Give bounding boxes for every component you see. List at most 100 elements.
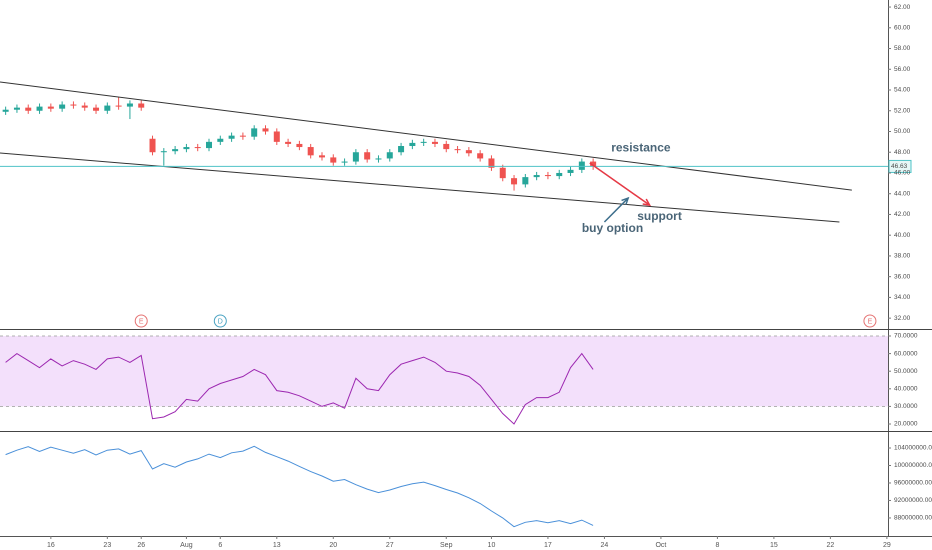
candle-body: [194, 147, 201, 149]
event-label: E: [868, 318, 873, 325]
y-tick-label: 54.00: [894, 87, 911, 94]
candle-body: [375, 158, 382, 160]
candle-body: [477, 153, 484, 159]
candle-body: [273, 131, 280, 142]
x-tick-label: 27: [386, 542, 394, 549]
candle-body: [533, 175, 540, 178]
candle-body: [318, 155, 325, 158]
y-tick-label: 44.00: [894, 190, 911, 197]
x-tick-label: 17: [544, 542, 552, 549]
y-tick-label: 58.00: [894, 45, 911, 52]
trendline: [0, 152, 840, 223]
y-tick-label: 104000000.0000: [894, 445, 932, 452]
annotation: support: [637, 209, 682, 223]
x-tick-label: Sep: [440, 542, 453, 549]
candle-body: [239, 135, 246, 137]
x-tick-label: 20: [329, 542, 337, 549]
x-tick-label: Aug: [180, 542, 193, 549]
indicator-line: [5, 445, 594, 528]
candle-body: [590, 161, 597, 167]
candle-body: [285, 141, 292, 144]
y-tick-label: 92000000.0000: [894, 497, 932, 504]
y-tick-label: 38.00: [894, 253, 911, 260]
candle-body: [398, 146, 405, 153]
candle-body: [2, 109, 9, 112]
x-tick-label: 6: [218, 542, 222, 549]
candle-body: [420, 141, 427, 143]
y-tick-label: 42.00: [894, 211, 911, 218]
annotation: resistance: [611, 140, 671, 154]
candle-body: [409, 142, 416, 147]
candle-body: [386, 152, 393, 159]
candle-body: [228, 135, 235, 139]
y-tick-label: 60.00: [894, 25, 911, 32]
y-tick-label: 34.00: [894, 294, 911, 301]
y-tick-label: 100000000.0000: [894, 462, 932, 469]
candle-body: [36, 106, 43, 111]
candle-body: [206, 141, 213, 149]
candle-body: [556, 172, 563, 177]
y-tick-label: 96000000.0000: [894, 480, 932, 487]
candle-body: [465, 150, 472, 154]
candle-body: [578, 161, 585, 170]
candle-body: [81, 105, 88, 108]
candle-body: [104, 105, 111, 111]
x-tick-label: 13: [273, 542, 281, 549]
y-tick-label: 40.0000: [894, 386, 918, 393]
y-tick-label: 88000000.0000: [894, 515, 932, 522]
candle-body: [262, 128, 269, 132]
y-tick-label: 30.0000: [894, 403, 918, 410]
x-tick-label: 29: [883, 542, 891, 549]
candle-body: [251, 128, 258, 137]
y-tick-label: 48.00: [894, 149, 911, 156]
rsi-band: [0, 335, 888, 407]
event-marker: [213, 314, 227, 328]
x-tick-label: 24: [601, 542, 609, 549]
last-price-tag: [888, 159, 912, 173]
candle-body: [138, 103, 145, 108]
candle-body: [431, 141, 438, 144]
candle-body: [25, 107, 32, 111]
candle-body: [443, 143, 450, 150]
candle-body: [330, 157, 337, 163]
arrow-shaft: [603, 197, 629, 223]
indicator-line: [5, 352, 594, 425]
y-tick-label: 50.00: [894, 128, 911, 135]
candle-body: [70, 104, 77, 106]
y-tick-label: 32.00: [894, 315, 911, 322]
x-tick-label: 15: [770, 542, 778, 549]
candle-body: [126, 103, 133, 107]
candle-body: [183, 147, 190, 150]
last-price-label: 46.63: [891, 163, 908, 170]
candle-body: [59, 104, 66, 109]
trendline: [0, 81, 852, 191]
candle-body: [522, 177, 529, 185]
x-tick-label: 26: [137, 542, 145, 549]
y-tick-label: 52.00: [894, 107, 911, 114]
y-tick-label: 36.00: [894, 273, 911, 280]
candle-body: [454, 149, 461, 151]
candle-body: [341, 161, 348, 163]
candle-body: [544, 175, 551, 177]
candle-body: [296, 143, 303, 148]
candle-body: [307, 147, 314, 156]
x-tick-label: Oct: [655, 542, 666, 549]
candle-body: [149, 138, 156, 153]
y-tick-label: 40.00: [894, 232, 911, 239]
annotation: buy option: [582, 221, 643, 235]
y-tick-label: 20.0000: [894, 421, 918, 428]
candle-body: [488, 158, 495, 168]
event-label: E: [139, 318, 144, 325]
x-tick-label: 8: [715, 542, 719, 549]
arrow-head: [642, 198, 652, 207]
candle-body: [567, 169, 574, 173]
y-tick-label: 62.00: [894, 4, 911, 11]
x-tick-label: 16: [47, 542, 55, 549]
candle-body: [172, 149, 179, 152]
event-label: D: [218, 318, 223, 325]
arrow-head: [621, 196, 630, 205]
x-tick-label: 22: [826, 542, 834, 549]
candle-body: [217, 138, 224, 142]
